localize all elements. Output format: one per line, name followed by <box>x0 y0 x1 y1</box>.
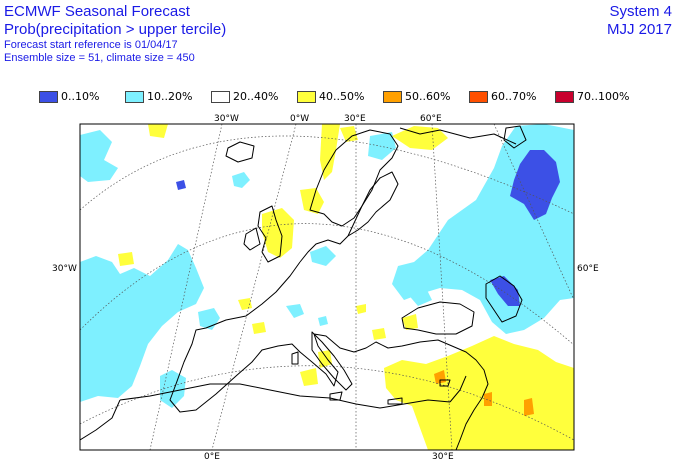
legend-label: 70..100% <box>577 90 630 103</box>
system-info: System 4 MJJ 2017 <box>607 3 672 39</box>
legend-item-0-10: 0..10% <box>39 90 99 103</box>
legend-item-10-20: 10..20% <box>125 90 192 103</box>
legend-swatch <box>211 90 230 103</box>
legend-swatch <box>383 90 402 103</box>
coast-ireland <box>243 227 261 251</box>
legend-label: 60..70% <box>491 90 537 103</box>
forecast-start-reference: Forecast start reference is 01/04/17 <box>4 39 178 51</box>
legend-item-50-60: 50..60% <box>383 90 450 103</box>
grid-label-bottom-30e: 30°E <box>432 452 454 462</box>
coast-black-sea <box>401 301 475 335</box>
legend-item-40-50: 40..50% <box>297 90 364 103</box>
legend-label: 0..10% <box>61 90 100 103</box>
legend-item-60-70: 60..70% <box>469 90 536 103</box>
coastlines <box>80 125 527 450</box>
legend-swatch <box>297 90 316 103</box>
legend-item-70-100: 70..100% <box>555 90 629 103</box>
coast-north-africa <box>119 383 451 409</box>
coast-levant <box>449 375 467 403</box>
grid-label-bottom-0: 0°E <box>204 452 220 462</box>
coast-europe <box>169 261 489 450</box>
coast-africa-west <box>80 399 121 441</box>
coast-iceland <box>225 141 255 163</box>
grid-label-top-30e: 30°E <box>344 114 366 124</box>
legend-swatch <box>555 90 574 103</box>
coast-britain <box>257 205 283 263</box>
system-name: System 4 <box>609 3 672 20</box>
legend-label: 10..20% <box>147 90 193 103</box>
coast-sardinia <box>291 351 299 365</box>
legend-swatch <box>125 90 144 103</box>
ensemble-size: Ensemble size = 51, climate size = 450 <box>4 52 195 64</box>
prob-0-10-regions <box>176 150 560 306</box>
grid-label-right-60e: 60°E <box>577 264 599 274</box>
legend-label: 20..40% <box>233 90 279 103</box>
coast-scandinavia <box>309 129 399 227</box>
coast-sicily <box>329 391 343 401</box>
legend-label: 50..60% <box>405 90 451 103</box>
coast-italy <box>311 331 353 391</box>
coast-baltic <box>347 171 399 237</box>
coast-cyprus <box>439 379 451 387</box>
map-title: ECMWF Seasonal Forecast <box>4 3 190 20</box>
legend-item-20-40: 20..40% <box>211 90 278 103</box>
map-frame <box>79 123 575 451</box>
legend-swatch <box>39 90 58 103</box>
map-area <box>80 124 574 450</box>
coast-north-europe <box>299 235 349 263</box>
grid-label-top-30w: 30°W <box>214 114 239 124</box>
coast-novaya-zemlya <box>503 125 527 149</box>
forecast-period: MJJ 2017 <box>606 21 672 38</box>
coast-caspian <box>485 275 523 323</box>
coast-crete <box>387 397 403 405</box>
legend-label: 40..50% <box>319 90 365 103</box>
map-subtitle: Prob(precipitation > upper tercile) <box>4 21 227 38</box>
grid-label-top-0: 0°W <box>290 114 309 124</box>
prob-40-50-regions <box>118 124 574 450</box>
map-header: ECMWF Seasonal Forecast Prob(precipitati… <box>4 3 226 65</box>
grid-label-left-30w: 30°W <box>52 264 77 274</box>
coast-arctic-russia <box>399 127 517 145</box>
legend-swatch <box>469 90 488 103</box>
grid-label-top-60e: 60°E <box>420 114 442 124</box>
